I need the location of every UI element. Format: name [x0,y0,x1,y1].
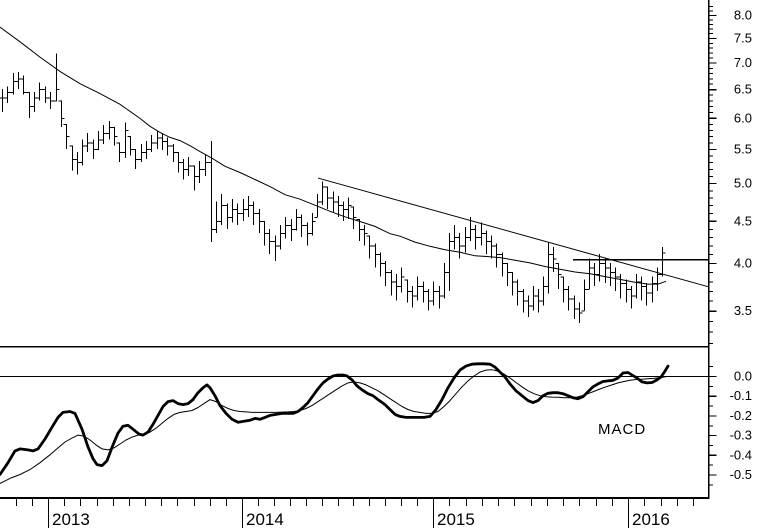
price-axis-label: 5.5 [734,141,752,156]
price-axis-label: 7.5 [734,30,752,45]
macd-axis-label: -0.5 [730,467,752,482]
year-label: 2016 [632,510,670,529]
price-axis-label: 7.0 [734,55,752,70]
year-label: 2015 [437,510,475,529]
year-label: 2013 [52,510,90,529]
macd-axis-label: -0.1 [730,388,752,403]
price-axis-label: 8.0 [734,7,752,22]
price-axis-label: 6.5 [734,82,752,97]
price-axis-label: 5.0 [734,176,752,191]
macd-axis-label: 0.0 [734,369,752,384]
macd-axis-label: -0.3 [730,428,752,443]
price-axis-label: 4.5 [734,213,752,228]
axis-layer: 8.0 7.5 7.0 6.5 6.0 5.5 5.0 4.5 4.0 3.5 0.0 -0.1 -0.… [16,6,752,529]
price-axis-label: 3.5 [734,303,752,318]
price-panel [0,26,710,324]
downtrend-line [317,177,710,288]
macd-axis-label: -0.2 [730,408,752,423]
macd-line [0,362,670,476]
macd-panel [0,362,670,484]
year-label: 2014 [246,510,284,529]
macd-indicator-label: MACD [598,421,646,438]
chart-frame [0,0,710,499]
price-axis-label: 4.0 [734,255,752,270]
moving-average-line [0,26,667,285]
price-bars [0,53,666,324]
macd-axis-label: -0.4 [730,447,752,462]
signal-line [0,369,667,484]
price-axis-label: 6.0 [734,110,752,125]
